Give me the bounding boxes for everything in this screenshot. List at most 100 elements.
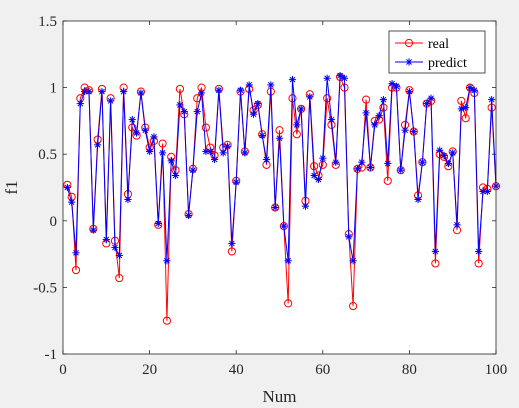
data-point-real: [474, 259, 483, 268]
data-point-predict: [267, 81, 275, 89]
data-point-predict: [275, 134, 284, 142]
legend-label-real: real: [428, 37, 449, 52]
data-point-predict: [414, 195, 422, 204]
data-point-predict: [193, 107, 201, 116]
data-point-predict: [184, 211, 193, 220]
legend-label-predict: predict: [428, 56, 467, 71]
data-point-predict: [332, 158, 340, 166]
data-point-predict: [306, 93, 314, 101]
data-point-real: [383, 176, 392, 185]
data-point-real: [115, 273, 124, 283]
data-point-predict: [111, 243, 119, 252]
data-point-predict: [228, 239, 236, 248]
x-tick-label: 0: [59, 362, 67, 378]
data-point-predict: [297, 105, 305, 113]
y-tick-label: 1: [50, 81, 58, 97]
data-point-real: [461, 114, 470, 123]
data-point-predict: [102, 235, 110, 244]
data-point-predict: [236, 86, 245, 94]
data-point-predict: [345, 233, 353, 241]
data-point-predict: [384, 159, 392, 168]
data-point-real: [292, 130, 301, 139]
data-point-predict: [141, 126, 149, 134]
legend-item-real: real: [395, 37, 449, 52]
data-point-real: [457, 96, 466, 106]
x-tick-label: 60: [315, 362, 330, 378]
data-point-predict: [371, 121, 379, 129]
data-point-predict: [107, 97, 115, 105]
data-point-predict: [327, 115, 336, 124]
data-point-predict: [314, 175, 323, 184]
data-point-predict: [241, 149, 249, 157]
data-point-predict: [440, 151, 448, 160]
data-point-predict: [72, 249, 80, 257]
data-point-predict: [349, 257, 357, 265]
y-tick-label: 0.5: [38, 147, 57, 163]
data-point-predict: [301, 202, 310, 210]
x-tick-label: 40: [229, 362, 244, 378]
data-point-predict: [388, 80, 396, 88]
data-point-predict: [232, 178, 240, 186]
y-tick-label: 1.5: [38, 14, 57, 30]
x-tick-label: 80: [402, 362, 417, 378]
legend-marker-predict: [405, 58, 413, 66]
data-point-predict: [401, 126, 409, 134]
data-point-predict: [85, 87, 93, 96]
data-point-predict: [288, 76, 297, 84]
data-point-predict: [462, 103, 470, 112]
data-point-real: [71, 265, 81, 275]
y-tick-label: -1: [45, 347, 58, 363]
data-point-predict: [362, 109, 370, 117]
data-point-real: [323, 94, 332, 103]
plot-area: [63, 21, 496, 354]
data-point-predict: [154, 219, 162, 228]
legend: real predict: [388, 30, 486, 74]
y-tick-label: 0: [50, 214, 58, 230]
data-point-predict: [258, 131, 266, 140]
data-point-real: [275, 126, 284, 135]
data-point-predict: [379, 95, 388, 104]
data-point-predict: [336, 72, 344, 80]
data-point-predict: [89, 226, 97, 234]
data-point-predict: [249, 110, 258, 118]
data-point-predict: [418, 158, 426, 166]
data-point-predict: [176, 101, 184, 109]
data-point-predict: [293, 121, 301, 129]
data-point-predict: [436, 146, 444, 154]
data-point-predict: [405, 87, 413, 96]
data-point-predict: [427, 94, 435, 102]
x-axis-label: Num: [263, 387, 297, 406]
data-point-predict: [392, 82, 401, 90]
legend-item-predict: predict: [395, 56, 467, 71]
data-point-predict: [319, 154, 327, 162]
data-point-predict: [449, 149, 457, 157]
data-point-real: [349, 301, 358, 311]
data-point-predict: [223, 142, 232, 150]
data-point-predict: [475, 247, 483, 256]
data-point-predict: [215, 86, 223, 94]
data-point-predict: [206, 147, 214, 156]
data-point-predict: [280, 222, 288, 230]
data-point-predict: [444, 159, 452, 168]
data-point-predict: [423, 99, 431, 108]
data-point-predict: [483, 187, 491, 196]
series-layer: [63, 72, 501, 325]
data-point-predict: [180, 107, 188, 116]
x-tick-label: 100: [485, 362, 508, 378]
data-point-predict: [158, 149, 167, 157]
data-point-real: [362, 95, 371, 104]
y-axis-label: f1: [2, 180, 21, 194]
y-tick-label: -0.5: [33, 280, 57, 296]
data-point-predict: [189, 166, 197, 174]
data-point-predict: [167, 157, 175, 165]
data-point-predict: [197, 89, 206, 97]
data-point-predict: [488, 95, 496, 104]
data-point-predict: [98, 87, 106, 96]
data-point-real: [431, 259, 440, 268]
data-point-real: [175, 84, 185, 94]
data-point-predict: [340, 74, 349, 82]
data-point-predict: [323, 74, 331, 82]
data-point-predict: [466, 84, 474, 92]
data-point-predict: [68, 198, 76, 206]
